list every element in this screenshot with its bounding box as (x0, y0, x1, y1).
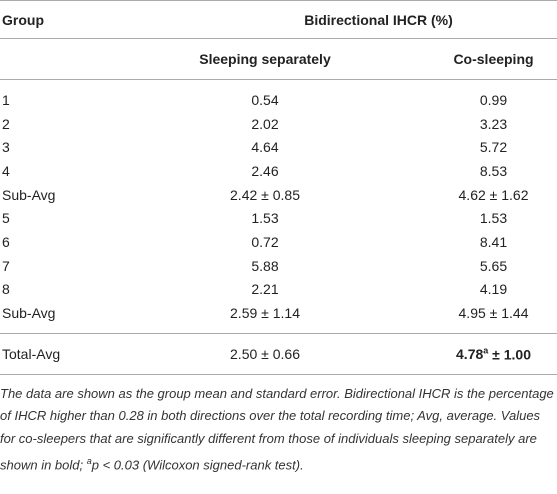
bold-value: 4.78a (456, 345, 489, 363)
value-cell: 4.78a ± 1.00 (430, 332, 557, 375)
value-cell: 8.53 (479, 162, 508, 179)
data-table: Group Bidirectional IHCR (%) Sleeping se… (0, 0, 557, 375)
spacer-cell (0, 325, 557, 334)
value-sup: a (483, 345, 489, 356)
data-row: 7 5.88 5.65 (0, 254, 557, 278)
bold-value: ± 1.00 (488, 346, 531, 363)
header-span: Bidirectional IHCR (%) (304, 11, 453, 28)
spacer-row (0, 325, 557, 334)
group-cell: Total-Avg (0, 332, 100, 375)
header-cell: Bidirectional IHCR (%) (100, 1, 557, 39)
value-cell: 5.88 (251, 257, 279, 274)
value-cell: 0.54 (251, 91, 279, 108)
value-cell: 1.53 (251, 210, 279, 227)
data-row: 3 4.64 5.72 (0, 135, 557, 159)
header-cell: Group (0, 0, 100, 39)
value-cell: 4.64 (251, 139, 279, 156)
data-row: 6 0.72 8.41 (0, 230, 557, 254)
data-row: 5 1.53 1.53 (0, 206, 557, 230)
data-row: 4 2.46 8.53 (0, 159, 557, 183)
group-cell: Sub-Avg (2, 186, 56, 203)
spacer-row (0, 80, 557, 89)
data-row: 2 2.02 3.23 (0, 112, 557, 136)
value-cell: 0.72 (251, 233, 279, 250)
footnote-sup: a (86, 456, 92, 467)
value-cell: 2.50 ± 0.66 (100, 332, 430, 375)
group-cell: Sub-Avg (2, 305, 56, 322)
value-cell: 8.41 (479, 233, 508, 250)
value-cell: 1.53 (479, 210, 508, 227)
header-cell (0, 38, 100, 80)
footnote-rest: p < 0.03 (Wilcoxon signed-rank test). (91, 457, 304, 473)
group-cell: 7 (2, 257, 10, 274)
header-row: Group Bidirectional IHCR (%) (0, 0, 557, 39)
header-cell: Co-sleeping (430, 38, 557, 80)
data-row: 1 0.54 0.99 (0, 88, 557, 112)
value-cell: 2.46 (251, 162, 279, 179)
header-cell: Sleeping separately (100, 38, 430, 80)
group-cell: 6 (2, 233, 10, 250)
spacer-cell (0, 80, 557, 89)
header-group: Group (2, 11, 44, 28)
data-row: Sub-Avg 2.59 ± 1.14 4.95 ± 1.44 (0, 301, 557, 325)
group-cell: 3 (2, 139, 10, 156)
data-row: Sub-Avg 2.42 ± 0.85 4.62 ± 1.62 (0, 183, 557, 207)
subheader-row: Sleeping separately Co-sleeping (0, 38, 557, 80)
data-row: 8 2.21 4.19 (0, 278, 557, 302)
value-cell: 4.95 ± 1.44 (458, 305, 529, 322)
value-cell: 0.99 (479, 91, 508, 108)
value-cell: 5.65 (479, 257, 508, 274)
value-cell: 3.23 (479, 115, 508, 132)
group-cell: 1 (2, 91, 10, 108)
value-cell: 5.72 (479, 139, 508, 156)
group-cell: 2 (2, 115, 10, 132)
group-cell: 8 (2, 281, 10, 298)
value-cell: 2.21 (251, 281, 279, 298)
value-cell: 4.19 (479, 281, 508, 298)
value-cell: 2.02 (251, 115, 279, 132)
group-cell: 5 (2, 210, 10, 227)
group-cell: 4 (2, 162, 10, 179)
value-cell: 4.62 ± 1.62 (458, 186, 529, 203)
value-cell: 2.42 ± 0.85 (230, 186, 300, 203)
value-cell: 2.59 ± 1.14 (230, 305, 300, 322)
footnote-text: The data are shown as the group mean and… (0, 385, 554, 473)
footnote: The data are shown as the group mean and… (0, 383, 557, 477)
total-row: Total-Avg 2.50 ± 0.66 4.78a ± 1.00 (0, 332, 557, 375)
